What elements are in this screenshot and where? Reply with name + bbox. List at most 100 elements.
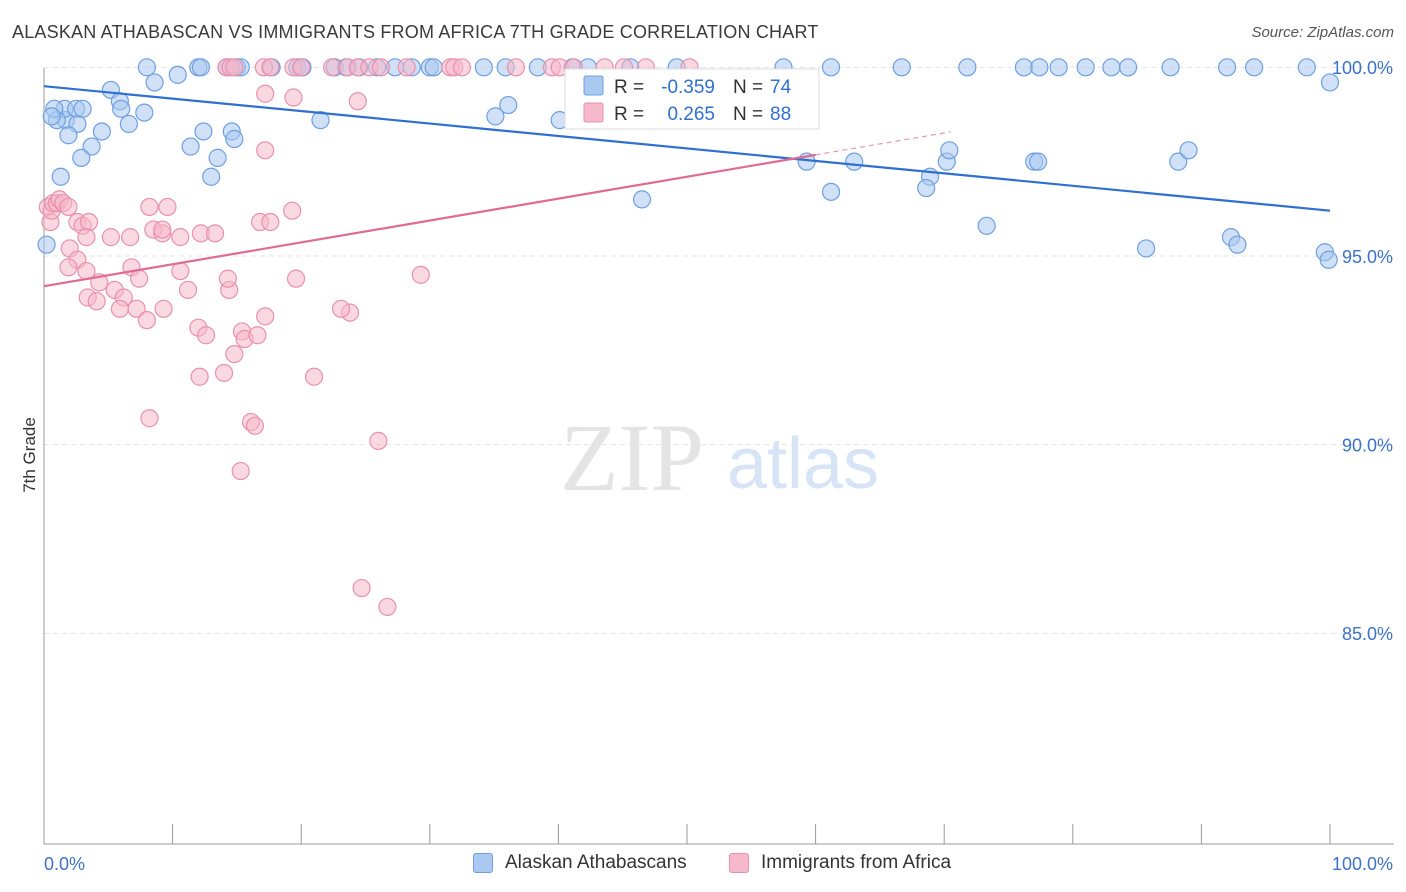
legend-item-alaskan-athabascans: Alaskan Athabascans bbox=[473, 852, 687, 874]
point-blue-88 bbox=[59, 126, 78, 145]
data-points bbox=[37, 58, 1340, 617]
point-pink-38 bbox=[79, 212, 99, 232]
point-pink-66 bbox=[286, 269, 306, 288]
point-blue-39 bbox=[145, 73, 164, 92]
point-blue-82 bbox=[37, 235, 56, 254]
point-pink-87 bbox=[369, 431, 388, 450]
point-pink-16 bbox=[506, 58, 526, 77]
point-pink-82 bbox=[190, 367, 209, 386]
point-blue-74 bbox=[1319, 250, 1338, 269]
point-pink-90 bbox=[378, 597, 397, 617]
stats-n-value-blue: 74 bbox=[770, 77, 792, 98]
point-pink-26 bbox=[348, 92, 367, 111]
point-pink-12 bbox=[397, 58, 416, 77]
point-blue-25 bbox=[821, 58, 841, 77]
point-pink-4 bbox=[261, 58, 280, 77]
point-blue-60 bbox=[486, 107, 505, 126]
point-blue-34 bbox=[1161, 58, 1180, 77]
point-pink-35 bbox=[59, 197, 78, 217]
point-blue-32 bbox=[1102, 58, 1121, 77]
y-axis-label: 7th Grade bbox=[20, 417, 39, 493]
stats-swatch-pink bbox=[583, 102, 604, 123]
point-pink-83 bbox=[304, 367, 324, 386]
point-blue-17 bbox=[474, 58, 493, 77]
point-blue-67 bbox=[940, 141, 959, 160]
point-blue-26 bbox=[892, 58, 911, 77]
y-tick-label-2: 90.0% bbox=[1342, 436, 1393, 456]
point-blue-33 bbox=[1118, 58, 1138, 77]
point-blue-56 bbox=[208, 148, 227, 167]
point-pink-80 bbox=[256, 307, 275, 326]
point-blue-43 bbox=[112, 99, 131, 118]
point-pink-40 bbox=[101, 228, 120, 247]
point-pink-45 bbox=[158, 197, 177, 217]
point-blue-16 bbox=[424, 58, 443, 77]
point-blue-79 bbox=[1137, 239, 1156, 258]
x-tick-label-0: 0.0% bbox=[44, 854, 85, 874]
point-blue-80 bbox=[1228, 235, 1247, 254]
stats-n-value-pink: 88 bbox=[770, 104, 791, 125]
stats-legend-box bbox=[564, 68, 820, 130]
trend-line-blue bbox=[43, 85, 1331, 212]
point-pink-73 bbox=[154, 299, 173, 318]
chart-source: Source: ZipAtlas.com bbox=[1251, 24, 1394, 41]
point-pink-42 bbox=[140, 197, 159, 217]
point-pink-39 bbox=[77, 228, 96, 247]
trend-line-pink bbox=[43, 153, 816, 288]
point-pink-41 bbox=[121, 228, 140, 247]
point-pink-71 bbox=[127, 299, 146, 318]
point-pink-81 bbox=[214, 363, 234, 383]
point-blue-29 bbox=[1030, 58, 1049, 77]
point-blue-30 bbox=[1049, 58, 1068, 77]
stats-r-label-pink: R = bbox=[614, 104, 644, 125]
point-blue-27 bbox=[958, 58, 977, 77]
point-blue-35 bbox=[1218, 58, 1237, 77]
point-pink-46 bbox=[171, 228, 190, 247]
point-pink-72 bbox=[137, 311, 156, 330]
point-blue-70 bbox=[1169, 152, 1188, 171]
point-blue-69 bbox=[1028, 152, 1048, 171]
point-blue-0 bbox=[137, 58, 156, 77]
stats-swatch-blue bbox=[583, 75, 604, 96]
point-blue-65 bbox=[845, 152, 864, 171]
point-blue-52 bbox=[119, 114, 138, 134]
legend-swatch-blue bbox=[473, 853, 493, 873]
point-pink-89 bbox=[352, 578, 371, 598]
point-blue-58 bbox=[225, 129, 244, 149]
point-pink-78 bbox=[225, 344, 244, 364]
point-pink-61 bbox=[130, 269, 149, 288]
point-blue-86 bbox=[202, 167, 221, 186]
point-blue-40 bbox=[168, 65, 187, 84]
point-pink-92 bbox=[331, 299, 351, 318]
bottom-legend: Alaskan Athabascans Immigrants from Afri… bbox=[0, 852, 1406, 878]
trend-lines bbox=[43, 85, 1331, 288]
point-pink-75 bbox=[196, 326, 216, 345]
point-blue-87 bbox=[72, 148, 91, 167]
legend-swatch-pink bbox=[729, 853, 749, 873]
stats-r-label-blue: R = bbox=[614, 77, 644, 98]
point-pink-65 bbox=[218, 269, 237, 288]
point-pink-85 bbox=[245, 416, 265, 435]
point-pink-15 bbox=[452, 58, 472, 77]
y-tick-label-1: 95.0% bbox=[1342, 247, 1393, 267]
point-blue-75 bbox=[821, 182, 841, 201]
point-blue-78 bbox=[977, 216, 996, 235]
point-pink-50 bbox=[261, 212, 280, 232]
point-blue-51 bbox=[135, 103, 154, 122]
axes bbox=[43, 68, 1394, 845]
point-pink-48 bbox=[205, 224, 225, 243]
point-blue-53 bbox=[92, 122, 111, 141]
point-blue-81 bbox=[632, 190, 652, 209]
point-pink-69 bbox=[87, 292, 106, 311]
point-blue-55 bbox=[181, 137, 200, 156]
y-tick-label-0: 100.0% bbox=[1332, 58, 1393, 78]
point-pink-2 bbox=[225, 58, 244, 77]
legend-label-immigrants-from-africa: Immigrants from Africa bbox=[761, 852, 952, 873]
point-pink-11 bbox=[371, 58, 391, 77]
point-blue-54 bbox=[194, 122, 213, 141]
point-blue-61 bbox=[499, 95, 518, 115]
trend-line-pink-extension bbox=[815, 131, 951, 156]
point-pink-27 bbox=[256, 141, 275, 160]
stats-r-value-pink: 0.265 bbox=[667, 104, 715, 125]
